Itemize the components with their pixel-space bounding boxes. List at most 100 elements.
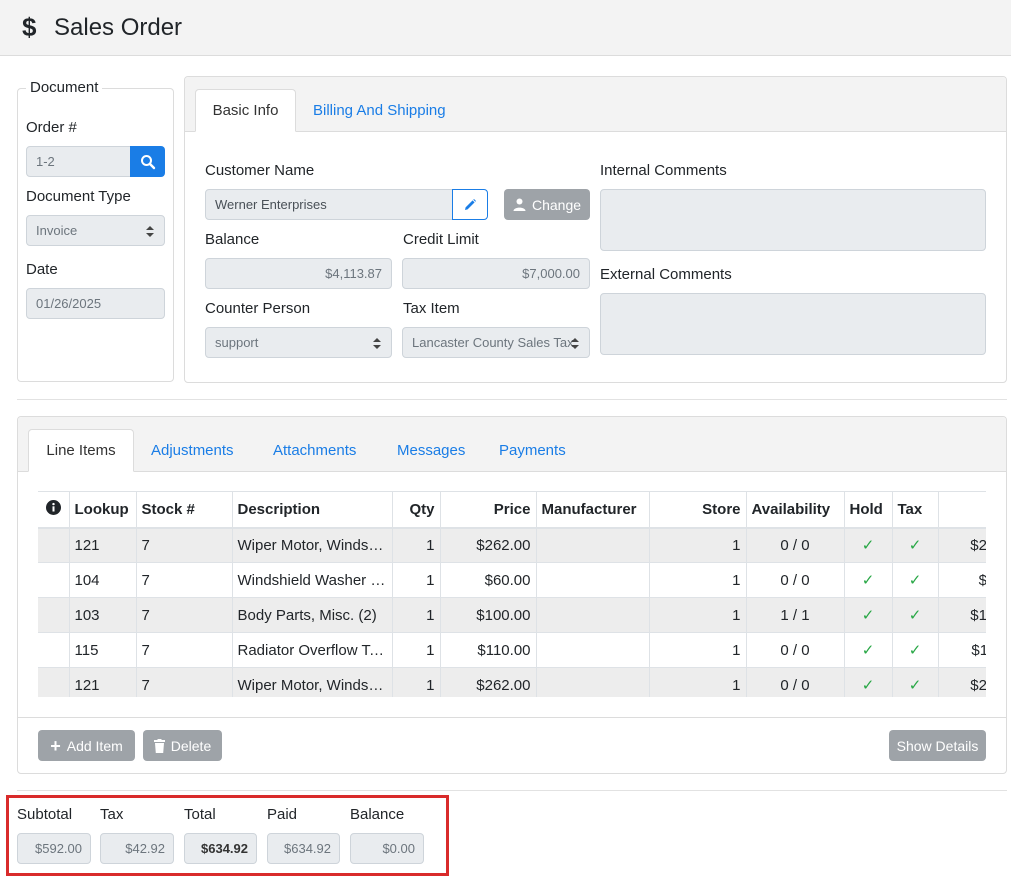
tab-adjustments[interactable]: Adjustments <box>151 442 234 459</box>
table-row[interactable]: 121 7 Wiper Motor, Windshield 1 $262.00 1 0 / … <box>38 527 986 563</box>
balance-total-field: $0.00 <box>350 833 424 864</box>
column-header-qty[interactable]: Qty <box>392 491 441 529</box>
store-cell: 1 <box>649 527 747 563</box>
availability-cell: 1 / 1 <box>746 597 845 633</box>
date-input[interactable]: 01/26/2025 <box>26 288 165 319</box>
column-header-description[interactable]: Description <box>232 491 393 529</box>
manufacturer-cell <box>536 597 650 633</box>
line-items-table: Lookup Stock # Description Qty Price Man… <box>38 491 986 697</box>
lookup-cell: 103 <box>69 597 137 633</box>
tab-attachments[interactable]: Attachments <box>273 442 357 459</box>
column-header-tax[interactable]: Tax <box>892 491 939 529</box>
column-header-price[interactable]: Price <box>440 491 537 529</box>
document-type-select[interactable]: Invoice <box>26 215 165 246</box>
description-cell: Wiper Motor, Windshield <box>232 667 393 697</box>
change-customer-button[interactable]: Change <box>504 189 590 220</box>
edit-customer-button[interactable] <box>452 189 488 220</box>
check-icon: ✓ <box>908 572 922 589</box>
counter-person-select[interactable]: support <box>205 327 392 358</box>
table-row[interactable]: 121 7 Wiper Motor, Windshield 1 $262.00 1 0 / … <box>38 667 986 697</box>
column-header-hold[interactable]: Hold <box>844 491 893 529</box>
tab-basic-info[interactable]: Basic Info <box>195 89 296 132</box>
panel-footer-divider <box>18 717 1006 718</box>
stock-cell: 7 <box>136 597 233 633</box>
page-header: $ Sales Order <box>0 0 1011 56</box>
order-number-input[interactable]: 1-2 <box>26 146 131 177</box>
lookup-cell: 115 <box>69 632 137 668</box>
tab-messages[interactable]: Messages <box>397 442 466 459</box>
row-select-cell[interactable] <box>38 667 70 697</box>
row-select-cell[interactable] <box>38 597 70 633</box>
qty-cell: 1 <box>392 597 441 633</box>
total-cell: $100.00 <box>938 597 986 633</box>
lookup-cell: 104 <box>69 562 137 598</box>
trash-icon <box>153 738 165 753</box>
tab-line-items[interactable]: Line Items <box>28 429 134 472</box>
user-icon <box>513 198 526 211</box>
paid-label: Paid <box>267 806 298 823</box>
column-header-total[interactable] <box>938 491 986 529</box>
column-header-availability[interactable]: Availability <box>746 491 845 529</box>
availability-cell: 0 / 0 <box>746 562 845 598</box>
lookup-cell: 121 <box>69 667 137 697</box>
table-row[interactable]: 103 7 Body Parts, Misc. (2) 1 $100.00 1 1 / 1 ✓… <box>38 597 986 633</box>
customer-name-label: Customer Name <box>205 162 315 179</box>
column-header-stock[interactable]: Stock # <box>136 491 233 529</box>
external-comments-textarea[interactable] <box>600 293 986 355</box>
price-cell: $262.00 <box>440 667 537 697</box>
delete-button[interactable]: Delete <box>143 730 222 761</box>
internal-comments-label: Internal Comments <box>600 162 727 179</box>
hold-cell: ✓ <box>844 527 893 563</box>
description-cell: Windshield Washer Pump <box>232 562 393 598</box>
external-comments-label: External Comments <box>600 266 732 283</box>
add-item-button[interactable]: + Add Item <box>38 730 135 761</box>
qty-cell: 1 <box>392 667 441 697</box>
check-icon: ✓ <box>908 677 922 694</box>
table-row[interactable]: 115 7 Radiator Overflow Tank 1 $110.00 1 0 / 0… <box>38 632 986 668</box>
availability-cell: 0 / 0 <box>746 527 845 563</box>
store-cell: 1 <box>649 597 747 633</box>
row-select-cell[interactable] <box>38 527 70 563</box>
show-details-button[interactable]: Show Details <box>889 730 986 761</box>
delete-label: Delete <box>170 737 212 754</box>
total-cell: $262.00 <box>938 667 986 697</box>
change-label: Change <box>531 196 582 213</box>
hold-cell: ✓ <box>844 632 893 668</box>
tax-label: Tax <box>100 806 124 823</box>
customer-name-input[interactable]: Werner Enterprises <box>205 189 453 220</box>
column-header-store[interactable]: Store <box>649 491 747 529</box>
store-cell: 1 <box>649 632 747 668</box>
check-icon: ✓ <box>908 642 922 659</box>
info-icon <box>45 499 61 515</box>
line-items-tab-bar <box>18 417 1006 472</box>
column-header-lookup[interactable]: Lookup <box>69 491 137 529</box>
tab-payments[interactable]: Payments <box>499 442 566 459</box>
subtotal-field: $592.00 <box>17 833 91 864</box>
tax-cell: ✓ <box>892 527 939 563</box>
row-select-cell[interactable] <box>38 562 70 598</box>
column-header-manufacturer[interactable]: Manufacturer <box>536 491 650 529</box>
store-cell: 1 <box>649 667 747 697</box>
document-legend: Document <box>26 79 103 96</box>
add-item-label: Add Item <box>66 737 123 754</box>
total-label: Total <box>184 806 216 823</box>
subtotal-label: Subtotal <box>17 806 73 823</box>
internal-comments-textarea[interactable] <box>600 189 986 251</box>
tax-item-select[interactable]: Lancaster County Sales Tax <box>402 327 590 358</box>
pencil-icon <box>465 198 476 210</box>
row-select-cell[interactable] <box>38 632 70 668</box>
totals-highlight <box>6 795 449 876</box>
balance-label: Balance <box>205 231 260 248</box>
tab-billing-and-shipping[interactable]: Billing And Shipping <box>313 102 446 119</box>
stock-cell: 7 <box>136 667 233 697</box>
price-cell: $110.00 <box>440 632 537 668</box>
stock-cell: 7 <box>136 562 233 598</box>
store-cell: 1 <box>649 562 747 598</box>
stock-cell: 7 <box>136 632 233 668</box>
date-label: Date <box>26 261 58 278</box>
order-search-button[interactable] <box>130 146 165 177</box>
qty-cell: 1 <box>392 527 441 563</box>
credit-limit-field: $7,000.00 <box>402 258 590 289</box>
check-icon: ✓ <box>861 677 875 694</box>
